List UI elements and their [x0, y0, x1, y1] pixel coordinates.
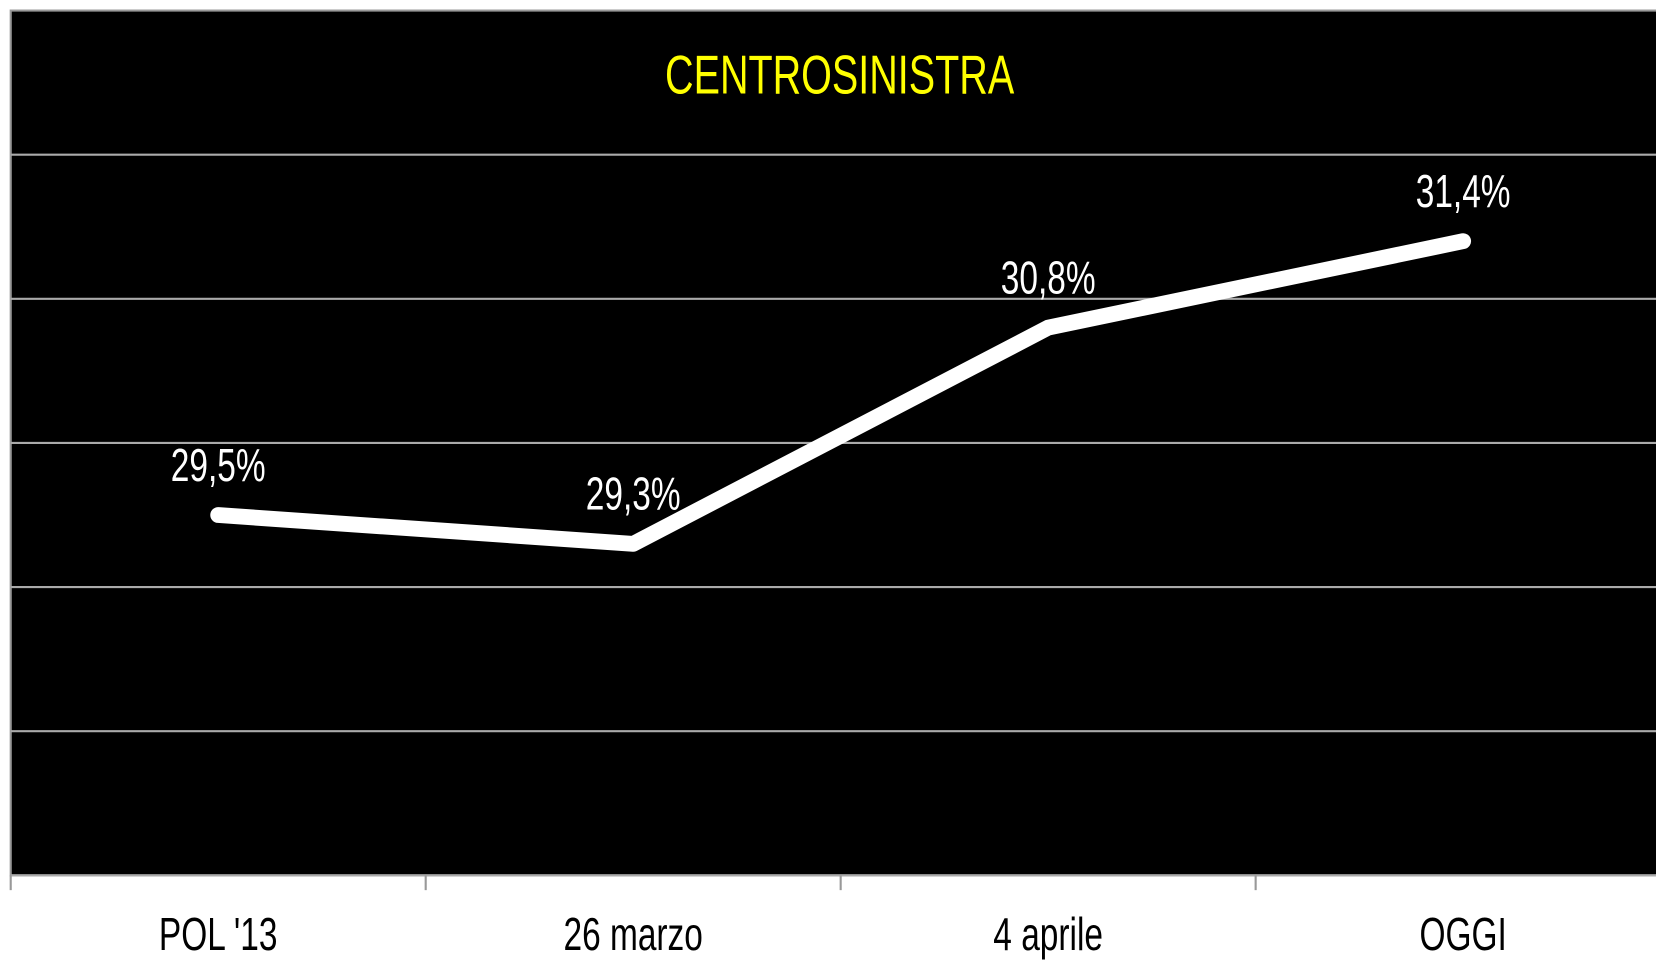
x-tick-label: 26 marzo — [563, 907, 702, 960]
chart-title: CENTROSINISTRA — [665, 45, 1014, 106]
data-label: 31,4% — [1416, 165, 1511, 218]
x-tick-label: OGGI — [1419, 907, 1506, 960]
x-tick-label: 4 aprile — [993, 907, 1103, 960]
data-label: 29,5% — [171, 438, 266, 491]
data-label: 30,8% — [1001, 251, 1096, 304]
x-tick-label: POL '13 — [159, 907, 278, 960]
data-label: 29,3% — [586, 467, 681, 520]
line — [210, 233, 1472, 552]
